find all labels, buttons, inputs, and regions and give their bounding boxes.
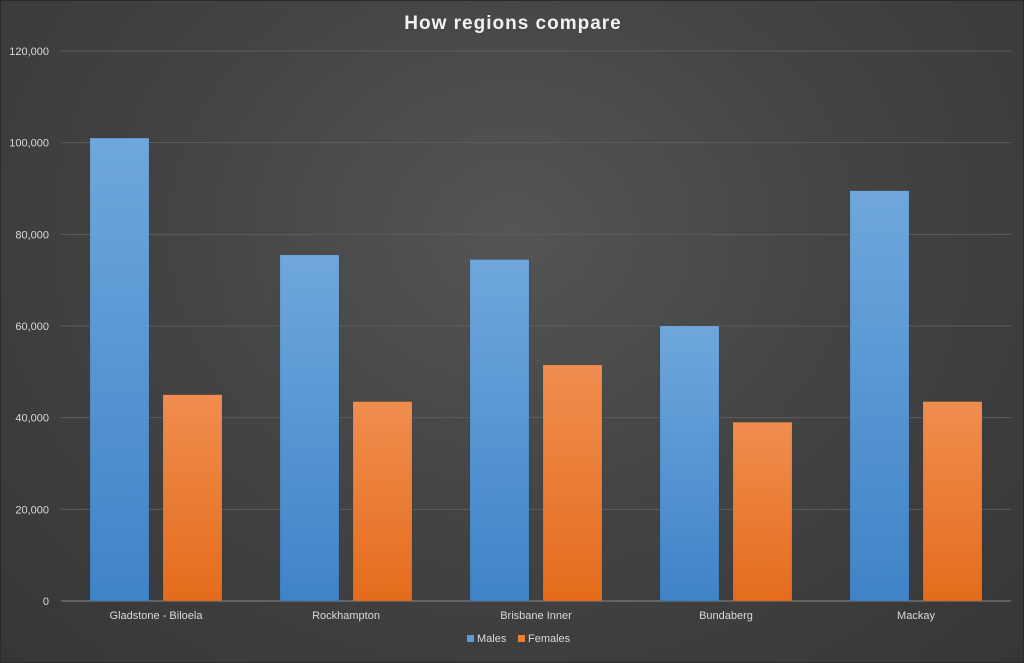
y-tick-label: 60,000 xyxy=(15,321,49,333)
x-category-label: Mackay xyxy=(897,610,935,622)
x-category-label: Bundaberg xyxy=(699,610,753,622)
bars xyxy=(89,137,983,602)
y-tick-label: 80,000 xyxy=(15,229,49,241)
bar-females xyxy=(922,401,983,602)
bar-males xyxy=(279,254,340,602)
y-tick-label: 40,000 xyxy=(15,413,49,425)
y-tick-label: 100,000 xyxy=(9,138,49,150)
bar-females xyxy=(352,401,413,602)
legend-label-females: Females xyxy=(528,633,571,645)
bar-females xyxy=(732,422,793,602)
x-category-label: Gladstone - Biloela xyxy=(110,610,204,622)
x-category-label: Rockhampton xyxy=(312,610,380,622)
legend: Males Females xyxy=(467,633,571,645)
legend-swatch-males xyxy=(467,635,474,642)
bar-females xyxy=(162,394,223,602)
chart-title: How regions compare xyxy=(404,13,622,34)
x-axis-category-labels: Gladstone - Biloela Rockhampton Brisbane I… xyxy=(110,610,936,622)
bar-males xyxy=(849,190,910,602)
bar-males xyxy=(89,137,150,602)
y-tick-label: 0 xyxy=(43,596,49,608)
legend-swatch-females xyxy=(518,635,525,642)
bar-males xyxy=(659,325,720,602)
x-category-label: Brisbane Inner xyxy=(500,610,572,622)
bar-males xyxy=(469,259,530,602)
legend-label-males: Males xyxy=(477,633,507,645)
y-tick-label: 120,000 xyxy=(9,46,49,58)
y-axis-tick-labels: 0 20,000 40,000 60,000 80,000 100,000 120,000 xyxy=(9,46,49,608)
bar-females xyxy=(542,364,603,602)
y-tick-label: 20,000 xyxy=(15,504,49,516)
